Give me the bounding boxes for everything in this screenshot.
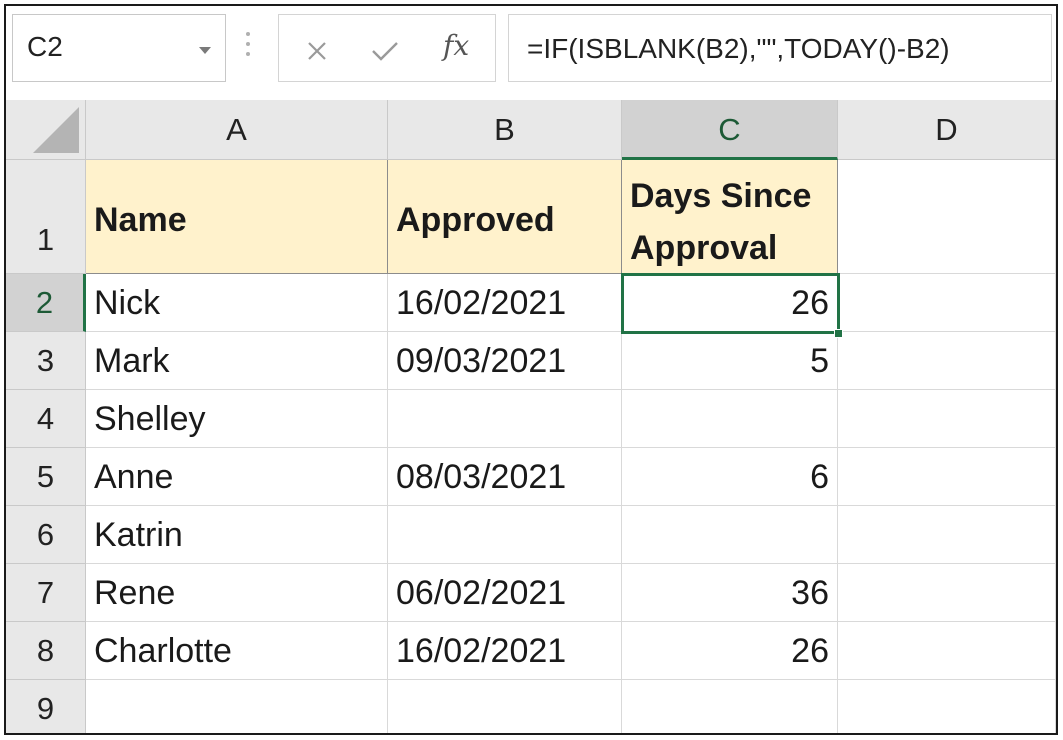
cell-d4[interactable] — [838, 390, 1056, 448]
formula-text: =IF(ISBLANK(B2),"",TODAY()-B2) — [527, 33, 950, 64]
cell-d1[interactable] — [838, 160, 1056, 274]
cell-b1[interactable]: Approved — [388, 160, 622, 274]
cell-d8[interactable] — [838, 622, 1056, 680]
cell-b8[interactable]: 16/02/2021 — [388, 622, 622, 680]
row-header-4[interactable]: 4 — [6, 390, 86, 448]
checkmark-icon[interactable] — [369, 37, 401, 65]
select-all-icon — [33, 107, 79, 153]
excel-window: C2 fx =IF(ISBLANK(B2),"",TODAY()-B2) A B… — [4, 4, 1058, 735]
column-header-a[interactable]: A — [86, 100, 388, 160]
row-header-2[interactable]: 2 — [6, 274, 86, 332]
cell-a8[interactable]: Charlotte — [86, 622, 388, 680]
cell-a5[interactable]: Anne — [86, 448, 388, 506]
insert-function-button[interactable]: fx — [443, 29, 470, 62]
cell-a2[interactable]: Nick — [86, 274, 388, 332]
cell-a4[interactable]: Shelley — [86, 390, 388, 448]
worksheet-grid: A B C D 1 2 3 4 5 6 7 8 9 Name Approved … — [6, 94, 1056, 733]
cell-b7[interactable]: 06/02/2021 — [388, 564, 622, 622]
cell-d7[interactable] — [838, 564, 1056, 622]
close-icon[interactable] — [303, 37, 331, 65]
cell-b2[interactable]: 16/02/2021 — [388, 274, 622, 332]
column-header-c[interactable]: C — [622, 100, 838, 160]
formula-bar-area: C2 fx =IF(ISBLANK(B2),"",TODAY()-B2) — [6, 6, 1056, 94]
cell-c1-line2: Approval — [630, 229, 778, 267]
row-header-8[interactable]: 8 — [6, 622, 86, 680]
cell-b4[interactable] — [388, 390, 622, 448]
row-header-3[interactable]: 3 — [6, 332, 86, 390]
cell-b6[interactable] — [388, 506, 622, 564]
column-header-d[interactable]: D — [838, 100, 1056, 160]
cell-d6[interactable] — [838, 506, 1056, 564]
cell-c2[interactable]: 26 — [622, 274, 838, 332]
cell-c6[interactable] — [622, 506, 838, 564]
cell-d5[interactable] — [838, 448, 1056, 506]
name-box-value: C2 — [27, 31, 63, 62]
cell-c3[interactable]: 5 — [622, 332, 838, 390]
row-header-1[interactable]: 1 — [6, 160, 86, 274]
cell-c1-line1: Days Since — [630, 177, 812, 215]
cell-b3[interactable]: 09/03/2021 — [388, 332, 622, 390]
row-header-9[interactable]: 9 — [6, 680, 86, 733]
row-header-5[interactable]: 5 — [6, 448, 86, 506]
chevron-down-icon[interactable] — [199, 47, 211, 54]
column-header-b[interactable]: B — [388, 100, 622, 160]
cell-a7[interactable]: Rene — [86, 564, 388, 622]
fill-handle[interactable] — [834, 329, 843, 338]
row-header-7[interactable]: 7 — [6, 564, 86, 622]
select-all-button[interactable] — [6, 100, 86, 160]
row-header-6[interactable]: 6 — [6, 506, 86, 564]
formula-buttons: fx — [278, 14, 496, 82]
cell-c8[interactable]: 26 — [622, 622, 838, 680]
cell-d9[interactable] — [838, 680, 1056, 733]
cell-a6[interactable]: Katrin — [86, 506, 388, 564]
cell-c7[interactable]: 36 — [622, 564, 838, 622]
grip-icon[interactable] — [246, 32, 250, 64]
cell-c9[interactable] — [622, 680, 838, 733]
cell-a3[interactable]: Mark — [86, 332, 388, 390]
cell-a9[interactable] — [86, 680, 388, 733]
cell-c4[interactable] — [622, 390, 838, 448]
cell-d2[interactable] — [838, 274, 1056, 332]
formula-input[interactable]: =IF(ISBLANK(B2),"",TODAY()-B2) — [508, 14, 1052, 82]
cell-d3[interactable] — [838, 332, 1056, 390]
cell-c5[interactable]: 6 — [622, 448, 838, 506]
name-box[interactable]: C2 — [12, 14, 226, 82]
cell-c1[interactable]: Days Since Approval — [622, 160, 838, 274]
cell-b5[interactable]: 08/03/2021 — [388, 448, 622, 506]
cell-b9[interactable] — [388, 680, 622, 733]
cell-a1[interactable]: Name — [86, 160, 388, 274]
